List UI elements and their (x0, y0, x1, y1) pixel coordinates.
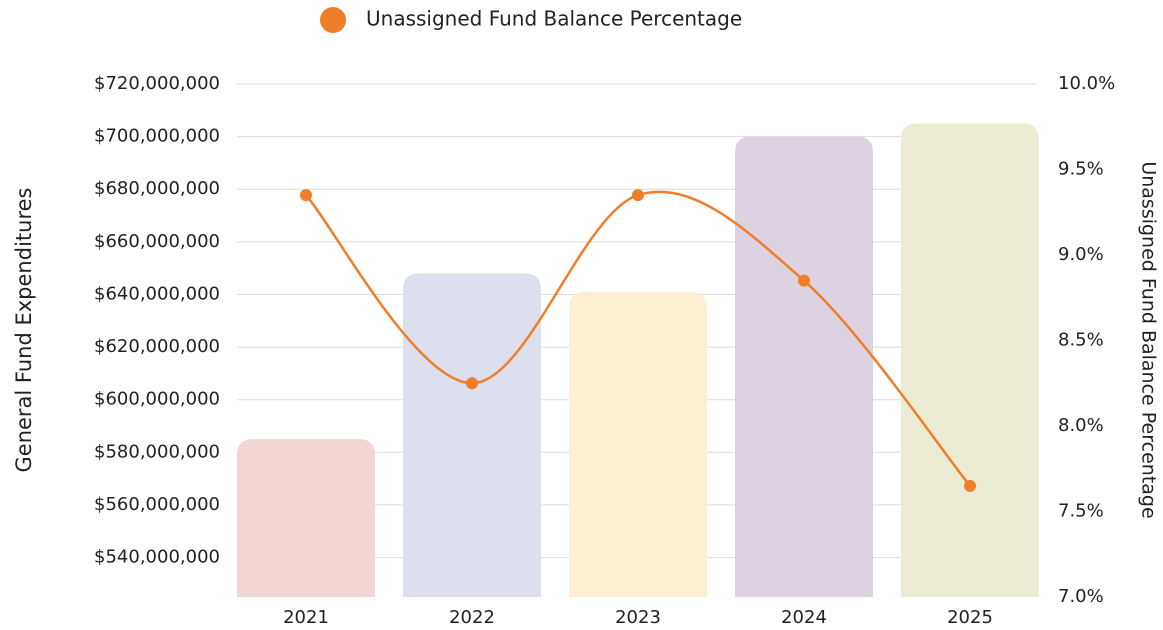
y2-tick-label: 9.0% (1058, 244, 1104, 265)
y-tick-label: $720,000,000 (94, 73, 220, 94)
y-tick-label: $560,000,000 (94, 494, 220, 515)
y-tick-label: $600,000,000 (94, 389, 220, 410)
x-tick-label: 2024 (781, 607, 827, 628)
y-tick-label: $640,000,000 (94, 283, 220, 304)
y-tick-label: $700,000,000 (94, 126, 220, 147)
legend-label: Unassigned Fund Balance Percentage (366, 7, 742, 31)
x-tick-label: 2021 (283, 607, 329, 628)
bar (403, 273, 541, 597)
line-point (466, 377, 478, 390)
y2-tick-label: 8.5% (1058, 330, 1104, 351)
bar (237, 439, 375, 597)
line-point (964, 479, 976, 492)
y2-tick-label: 8.0% (1058, 415, 1104, 436)
y2-axis-title: Unassigned Fund Balance Percentage (1138, 161, 1160, 518)
legend-marker (320, 7, 346, 33)
y-tick-label: $620,000,000 (94, 336, 220, 357)
x-tick-label: 2022 (449, 607, 495, 628)
y2-tick-label: 7.0% (1058, 586, 1104, 607)
y-tick-label: $680,000,000 (94, 178, 220, 199)
y-tick-label: $580,000,000 (94, 441, 220, 462)
x-tick-label: 2023 (615, 607, 661, 628)
y-axis-title: General Fund Expenditures (12, 188, 36, 473)
y2-tick-label: 9.5% (1058, 159, 1104, 180)
x-tick-label: 2025 (947, 607, 993, 628)
y-tick-label: $540,000,000 (94, 547, 220, 568)
y2-tick-label: 10.0% (1058, 73, 1115, 94)
line-point (798, 274, 810, 287)
line-point (632, 189, 644, 202)
bar (901, 123, 1039, 597)
y2-tick-label: 7.5% (1058, 501, 1104, 522)
line-point (300, 189, 312, 202)
y-tick-label: $660,000,000 (94, 231, 220, 252)
bar (735, 136, 873, 597)
bar (569, 291, 707, 597)
